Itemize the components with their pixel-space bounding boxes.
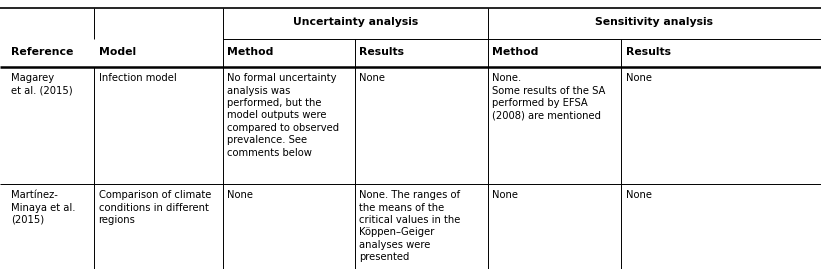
Text: None. The ranges of
the means of the
critical values in the
Köppen–Geiger
analys: None. The ranges of the means of the cri…	[359, 190, 460, 262]
Text: Method: Method	[492, 47, 538, 57]
Text: None: None	[492, 190, 518, 200]
Text: Uncertainty analysis: Uncertainty analysis	[293, 17, 418, 27]
Text: Comparison of climate
conditions in different
regions: Comparison of climate conditions in diff…	[99, 190, 211, 225]
Text: None: None	[359, 73, 385, 83]
Text: None: None	[626, 190, 652, 200]
Text: Results: Results	[359, 47, 404, 57]
Text: No formal uncertainty
analysis was
performed, but the
model outputs were
compare: No formal uncertainty analysis was perfo…	[227, 73, 340, 158]
Text: Magarey
et al. (2015): Magarey et al. (2015)	[11, 73, 72, 95]
Text: None.
Some results of the SA
performed by EFSA
(2008) are mentioned: None. Some results of the SA performed b…	[492, 73, 605, 120]
Text: Method: Method	[227, 47, 273, 57]
Text: Sensitivity analysis: Sensitivity analysis	[594, 17, 713, 27]
Text: Martínez-
Minaya et al.
(2015): Martínez- Minaya et al. (2015)	[11, 190, 76, 225]
Text: None: None	[227, 190, 254, 200]
Text: Infection model: Infection model	[99, 73, 177, 83]
Text: Results: Results	[626, 47, 671, 57]
Text: None: None	[626, 73, 652, 83]
Text: Model: Model	[99, 47, 135, 57]
Text: Reference: Reference	[11, 47, 73, 57]
